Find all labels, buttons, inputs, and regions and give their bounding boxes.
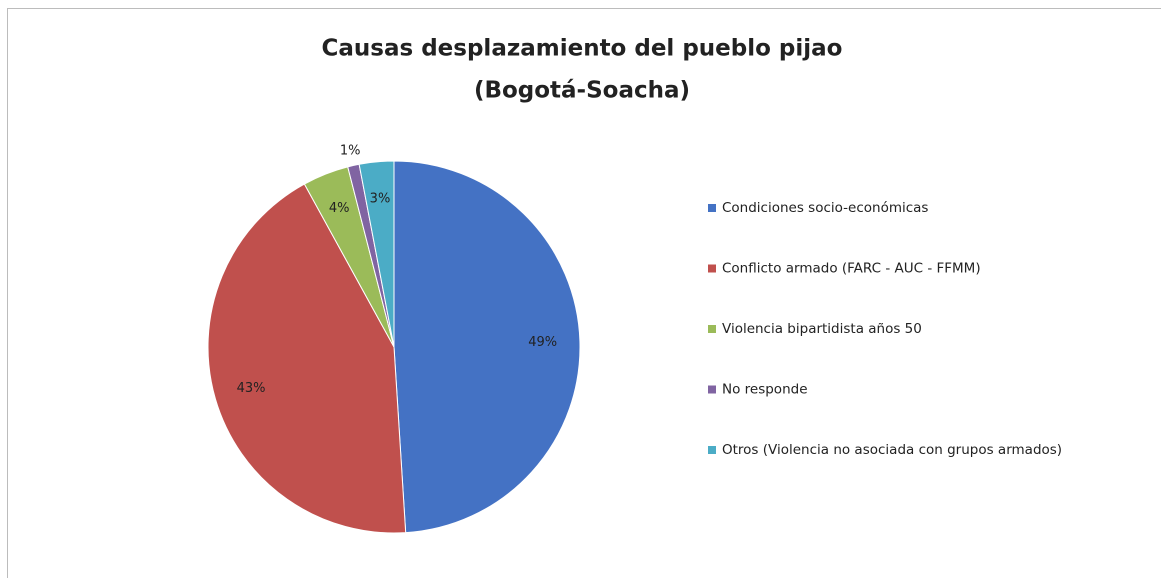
legend-swatch	[708, 325, 716, 333]
legend-swatch	[708, 204, 716, 212]
legend-label: Violencia bipartidista años 50	[722, 321, 922, 337]
legend-swatch	[708, 385, 716, 394]
data-label: 49%	[528, 335, 557, 350]
data-label: 1%	[340, 143, 361, 158]
pie-slice	[207, 183, 407, 534]
legend-label: Otros (Violencia no asociada con grupos …	[722, 442, 1062, 458]
data-label: 4%	[329, 201, 350, 216]
legend-label: Conflicto armado (FARC - AUC - FFMM)	[722, 261, 981, 277]
legend-swatch	[708, 264, 716, 273]
data-label: 3%	[370, 191, 391, 206]
legend-label: No responde	[722, 382, 808, 398]
data-label: 43%	[237, 381, 266, 396]
chart-subtitle: (Bogotá-Soacha)	[474, 78, 690, 104]
legend-label: Condiciones socio-económicas	[722, 200, 928, 216]
pie-slice	[358, 160, 395, 348]
chart-border	[7, 8, 1161, 578]
legend-swatch	[708, 446, 716, 454]
pie-slice	[393, 160, 581, 534]
chart-title: Causas desplazamiento del pueblo pijao	[322, 36, 843, 62]
